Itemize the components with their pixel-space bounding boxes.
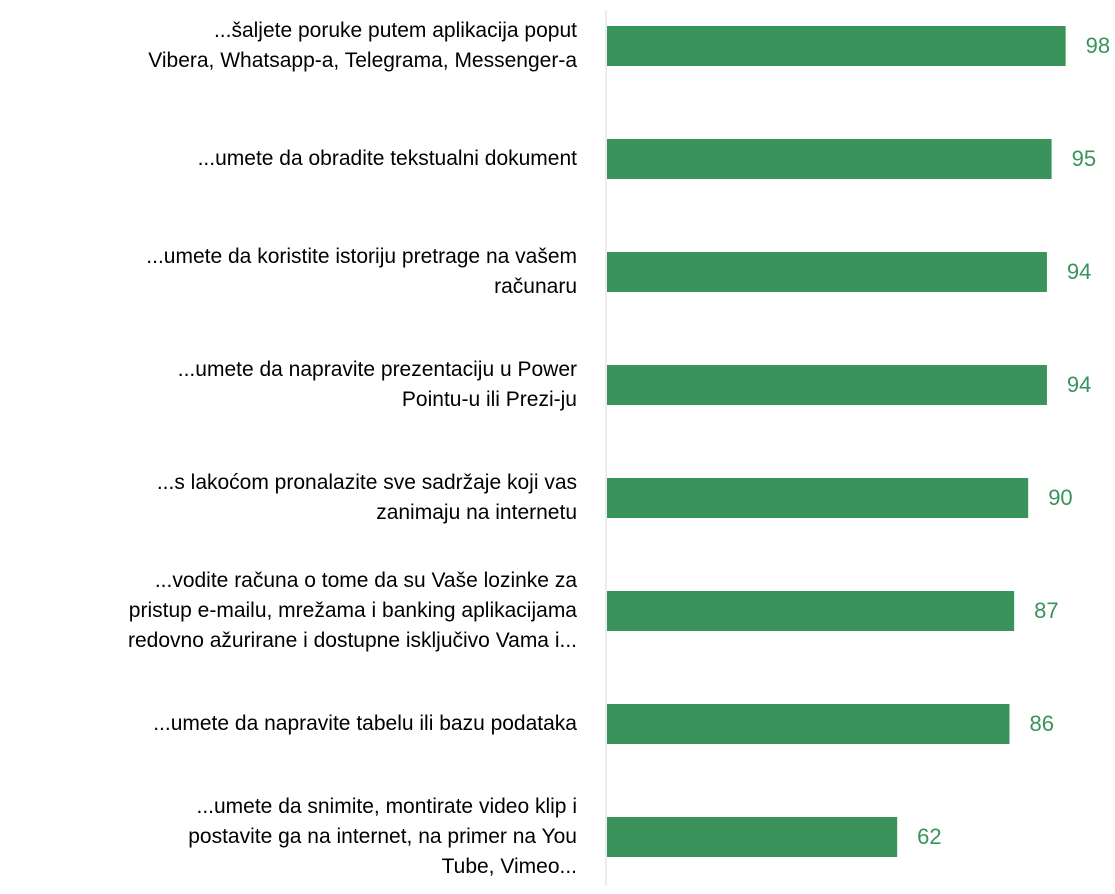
value-label: 86 (1029, 711, 1053, 736)
bar (607, 591, 1015, 631)
category-label: ...s lakoćom pronalazite sve sadržaje ko… (156, 471, 577, 524)
value-label: 94 (1067, 259, 1091, 284)
bar (607, 139, 1052, 179)
value-label: 98 (1086, 33, 1110, 58)
bar (607, 478, 1029, 518)
value-label: 94 (1067, 372, 1091, 397)
value-label: 90 (1048, 485, 1072, 510)
category-label: ...umete da obradite tekstualni dokument (197, 147, 577, 170)
category-label: ...umete da napravite prezentaciju u Pow… (177, 358, 577, 411)
category-label: ...umete da snimite, montirate video kli… (188, 795, 577, 878)
bar (607, 252, 1047, 292)
bar (607, 365, 1047, 405)
value-label: 95 (1072, 146, 1096, 171)
bar (607, 26, 1066, 66)
category-label: ...vodite računa o tome da su Vaše lozin… (127, 569, 577, 652)
bar (607, 704, 1010, 744)
category-label: ...umete da koristite istoriju pretrage … (146, 245, 577, 298)
value-label: 62 (917, 824, 941, 849)
value-label: 87 (1034, 598, 1058, 623)
bar (607, 817, 898, 857)
category-label: ...šaljete poruke putem aplikacija poput… (148, 19, 577, 72)
category-label: ...umete da napravite tabelu ili bazu po… (153, 712, 577, 735)
